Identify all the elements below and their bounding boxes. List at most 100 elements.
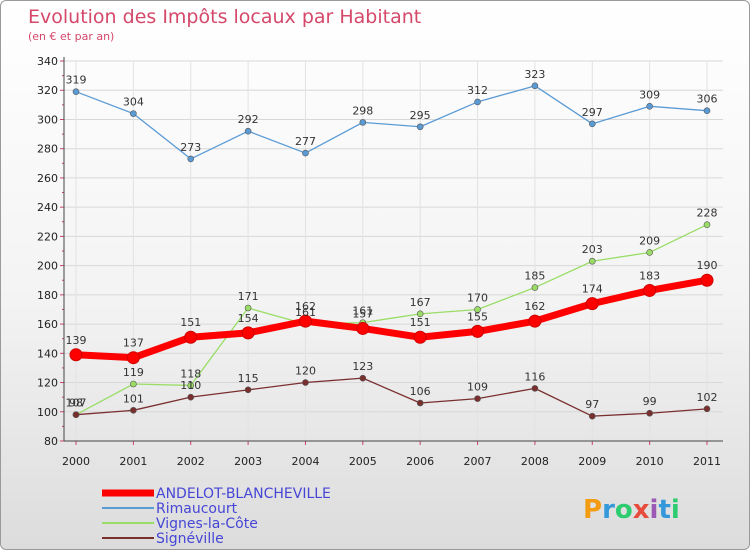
- data-point: [416, 399, 424, 407]
- y-tick-label: 240: [37, 201, 58, 214]
- data-label: 98: [69, 397, 83, 410]
- axes: 80 100 120 140 160 180 200 220 240 260 280 300 320 34…: [37, 55, 723, 468]
- y-tick-label: 140: [37, 347, 58, 360]
- data-point: [244, 127, 252, 135]
- data-label: 102: [697, 391, 718, 404]
- data-label: 323: [524, 68, 545, 81]
- x-tick-label: 2003: [234, 455, 262, 468]
- data-label: 298: [352, 104, 373, 117]
- x-tick-label: 2009: [578, 455, 606, 468]
- data-point: [302, 379, 309, 386]
- brand-letter: t: [658, 495, 670, 525]
- y-tick-label: 220: [37, 230, 58, 243]
- x-tick-label: 2011: [693, 455, 721, 468]
- data-point: [244, 386, 252, 394]
- data-label: 116: [524, 370, 545, 383]
- x-tick-label: 2008: [521, 455, 549, 468]
- data-label: 101: [123, 392, 144, 405]
- data-label: 162: [295, 300, 316, 313]
- data-point: [643, 283, 657, 297]
- data-label: 312: [467, 84, 488, 97]
- data-label: 151: [410, 316, 431, 329]
- data-label: 123: [352, 360, 373, 373]
- y-tick-label: 200: [37, 260, 58, 273]
- data-label: 155: [467, 310, 488, 323]
- brand-letter: o: [615, 495, 633, 525]
- data-point: [703, 221, 711, 228]
- data-label: 209: [639, 234, 660, 247]
- brand-letter: P: [583, 495, 602, 525]
- x-tick-label: 2002: [177, 455, 205, 468]
- data-label: 171: [238, 290, 259, 303]
- data-point: [359, 374, 367, 382]
- data-label: 115: [238, 372, 259, 385]
- data-label: 161: [295, 306, 316, 319]
- data-label: 119: [123, 366, 144, 379]
- data-label: 309: [639, 88, 660, 101]
- data-point: [588, 120, 596, 128]
- data-point: [130, 110, 137, 117]
- series-line-rimaucourt: [75, 85, 708, 160]
- data-label: 295: [410, 109, 431, 122]
- data-point: [130, 380, 137, 388]
- data-label: 157: [352, 307, 373, 320]
- data-point: [187, 382, 195, 389]
- data-label: 304: [123, 96, 144, 109]
- data-point: [187, 155, 195, 163]
- data-label: 99: [643, 395, 657, 408]
- data-label: 185: [524, 270, 545, 283]
- data-label: 162: [524, 300, 545, 313]
- legend: ANDELOT-BLANCHEVILLERimaucourtVignes-la-…: [102, 486, 331, 547]
- data-point: [700, 273, 714, 287]
- x-tick-label: 2000: [62, 455, 90, 468]
- data-point: [531, 82, 539, 90]
- data-label: 107: [66, 397, 87, 410]
- data-label: 161: [352, 305, 373, 318]
- data-point: [471, 324, 485, 338]
- data-point: [302, 149, 309, 157]
- data-point: [416, 310, 424, 318]
- x-tick-label: 2005: [349, 455, 377, 468]
- x-tick-label: 2001: [119, 455, 147, 468]
- data-point: [72, 411, 80, 418]
- y-tick-label: 340: [37, 55, 58, 68]
- data-point: [359, 119, 367, 126]
- data-point: [474, 98, 481, 106]
- data-point: [474, 306, 481, 313]
- data-label: 110: [180, 379, 201, 392]
- data-point: [528, 314, 542, 328]
- data-point: [531, 385, 539, 392]
- data-point: [646, 409, 653, 417]
- legend-label: Rimaucourt: [156, 501, 238, 517]
- chart-title: Evolution des Impôts locaux par Habitant: [28, 6, 421, 28]
- y-tick-label: 120: [37, 377, 58, 390]
- data-label: 174: [582, 283, 603, 296]
- data-point: [241, 326, 255, 340]
- data-point: [703, 107, 711, 114]
- legend-label: Signéville: [156, 531, 224, 547]
- series-line-vignes-la-c-te: [75, 224, 708, 416]
- x-tick-label: 2006: [406, 455, 434, 468]
- y-tick-label: 100: [37, 406, 58, 419]
- y-tick-label: 80: [44, 435, 58, 448]
- data-label: 151: [180, 316, 201, 329]
- data-point: [474, 395, 481, 402]
- data-point: [413, 330, 427, 344]
- y-tick-label: 280: [37, 143, 58, 156]
- data-label: 306: [697, 93, 718, 106]
- data-point: [588, 412, 596, 420]
- brand-wordmark: Proxiti: [583, 495, 680, 525]
- data-label: 228: [697, 207, 718, 220]
- data-point: [646, 249, 653, 256]
- y-tick-label: 260: [37, 172, 58, 185]
- data-point: [130, 407, 137, 414]
- legend-label: Vignes-la-Côte: [156, 516, 258, 532]
- data-label: 97: [585, 398, 599, 411]
- data-point: [72, 88, 80, 95]
- data-label: 137: [123, 337, 144, 350]
- data-point: [187, 393, 195, 401]
- data-point: [126, 351, 140, 365]
- data-label: 120: [295, 365, 316, 378]
